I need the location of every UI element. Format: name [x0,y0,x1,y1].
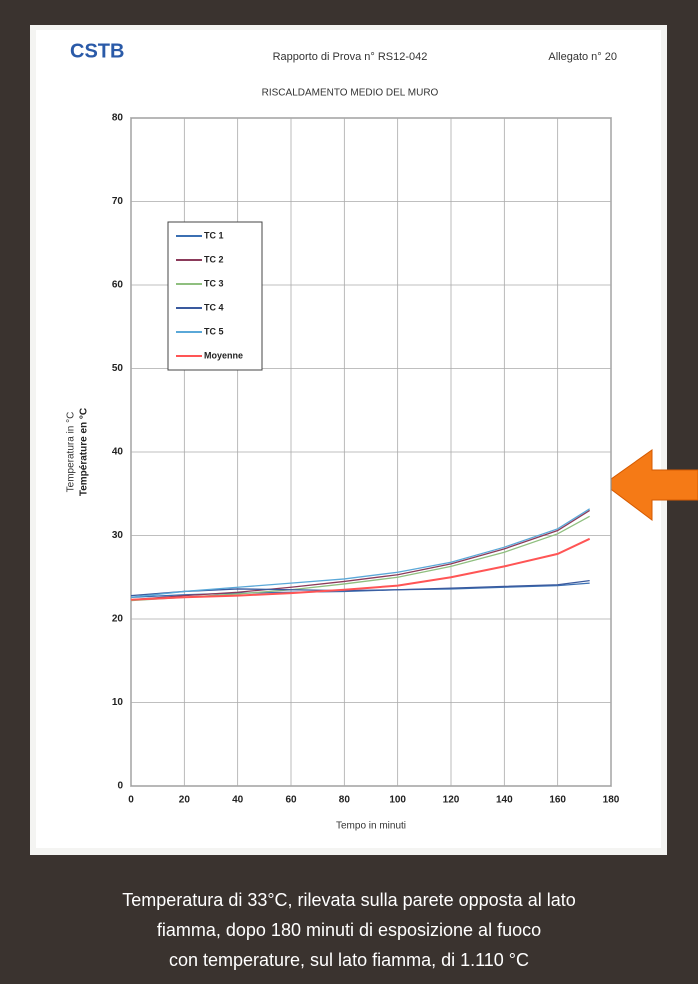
legend-label: TC 2 [204,254,224,264]
legend-label: TC 5 [204,326,224,336]
page: {"header": {"logo": "CSTB", "report": "R… [0,0,698,984]
y-tick-label: 30 [112,530,124,541]
x-tick-label: 140 [496,795,513,806]
annex: Allegato n° 20 [548,51,617,63]
x-tick-label: 100 [389,795,406,806]
x-tick-label: 120 [443,795,460,806]
y-tick-label: 0 [117,781,123,792]
x-tick-label: 60 [285,795,297,806]
y-tick-label: 50 [112,363,124,374]
y-tick-label: 80 [112,113,124,124]
legend-label: Moyenne [204,350,243,360]
report-number: Rapporto di Prova n° RS12-042 [273,51,428,63]
y-tick-label: 10 [112,697,124,708]
screen: CSTB Rapporto di Prova n° RS12-042 Alleg… [0,0,698,984]
x-tick-label: 0 [128,795,134,806]
caption-line: Temperatura di 33°C, rilevata sulla pare… [122,890,575,910]
y-axis-label: Temperatura in °C [66,412,77,493]
x-tick-label: 80 [339,795,351,806]
chart-title: RISCALDAMENTO MEDIO DEL MURO [262,88,439,99]
caption-line: con temperature, sul lato fiamma, di 1.1… [169,950,529,970]
x-tick-label: 20 [179,795,191,806]
legend-box [168,222,262,370]
caption: Temperatura di 33°C, rilevata sulla pare… [122,890,575,970]
x-tick-label: 180 [603,795,620,806]
y-axis-label-fr: Température en °C [79,408,90,496]
y-tick-label: 40 [112,447,124,458]
y-tick-label: 60 [112,280,124,291]
legend-label: TC 4 [204,302,224,312]
caption-line: fiamma, dopo 180 minuti di esposizione a… [157,920,541,940]
y-tick-label: 20 [112,614,124,625]
legend-label: TC 1 [204,230,224,240]
logo: CSTB [70,40,124,62]
x-axis-label: Tempo in minuti [336,821,406,832]
x-tick-label: 160 [549,795,566,806]
y-tick-label: 70 [112,196,124,207]
legend-label: TC 3 [204,278,224,288]
x-tick-label: 40 [232,795,244,806]
